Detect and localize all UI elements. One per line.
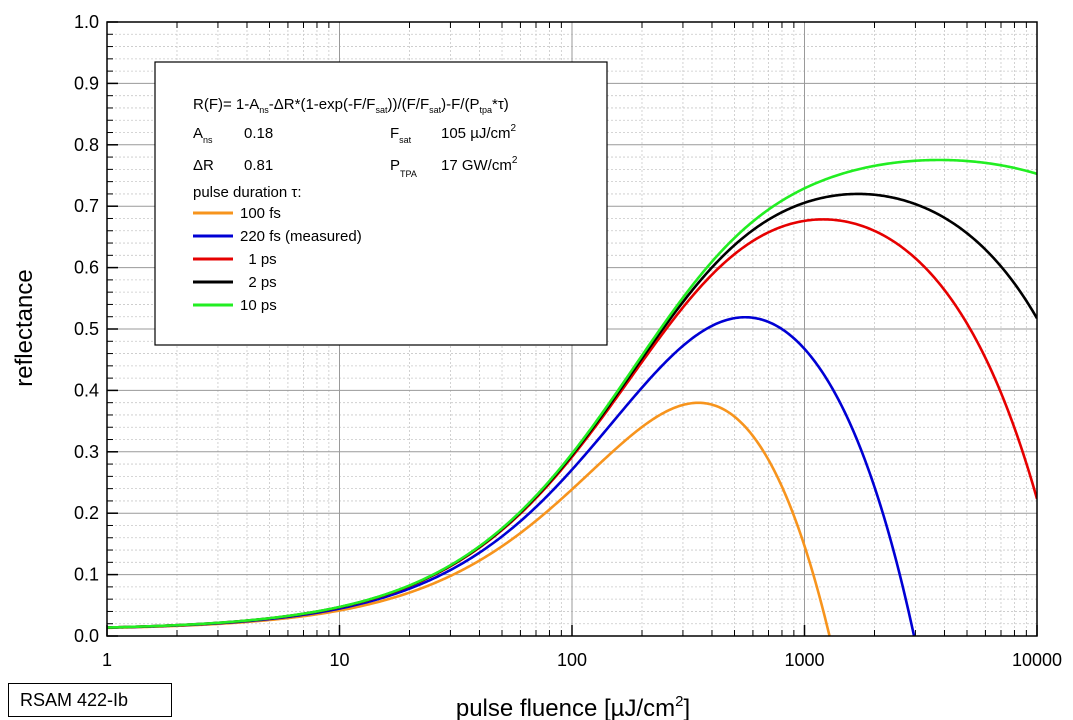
series-curves — [107, 158, 1037, 636]
y-tick-label: 1.0 — [74, 12, 99, 32]
y-tick-label: 0.9 — [74, 73, 99, 93]
param-fsat-value: 105 µJ/cm2 — [441, 123, 517, 142]
y-tick-label: 0.1 — [74, 565, 99, 585]
series-line-0 — [107, 401, 831, 636]
legend-label: 1 ps — [240, 251, 277, 268]
axis-ticks — [106, 21, 1038, 637]
x-tick-label: 10 — [329, 650, 349, 670]
legend-label: 100 fs — [240, 205, 281, 222]
x-tick-label: 1 — [102, 650, 112, 670]
x-axis-label: pulse fluence [µJ/cm2] — [456, 693, 690, 720]
legend-label: 220 fs (measured) — [240, 228, 362, 245]
legend-label: 2 ps — [240, 274, 277, 291]
y-tick-label: 0.2 — [74, 503, 99, 523]
x-tick-label: 10000 — [1012, 650, 1062, 670]
param-ptpa-name: PTPA — [390, 157, 417, 179]
legend-label: 10 ps — [240, 297, 277, 314]
model-formula: R(F)= 1-Ans-ΔR*(1-exp(-F/Fsat))/(F/Fsat)… — [193, 96, 509, 115]
x-tick-label: 1000 — [784, 650, 824, 670]
tick-labels: 1 10 100 1000 10000 0.0 0.1 0.2 0.3 0.4 0.5 0.6 0.7 0… — [74, 12, 1062, 670]
param-deltar-value: 0.81 — [244, 157, 273, 174]
param-fsat-name: Fsat — [390, 125, 412, 145]
y-tick-label: 0.7 — [74, 196, 99, 216]
param-ans-value: 0.18 — [244, 125, 273, 142]
y-tick-label: 0.0 — [74, 626, 99, 646]
legend-box: R(F)= 1-Ans-ΔR*(1-exp(-F/Fsat))/(F/Fsat)… — [154, 61, 608, 346]
y-tick-label: 0.8 — [74, 135, 99, 155]
x-tick-label: 100 — [557, 650, 587, 670]
pulse-duration-heading: pulse duration τ: — [193, 184, 302, 201]
param-ans-name: Ans — [193, 125, 213, 145]
y-tick-label: 0.4 — [74, 380, 99, 400]
y-tick-label: 0.5 — [74, 319, 99, 339]
legend-entries: 100 fs 220 fs (measured) 1 ps 2 ps 10 ps — [193, 205, 362, 314]
param-ptpa-value: 17 GW/cm2 — [441, 155, 518, 174]
y-tick-label: 0.3 — [74, 442, 99, 462]
sample-id-label: RSAM 422-Ib — [8, 683, 172, 717]
series-line-4 — [107, 158, 1037, 629]
param-deltar-name: ΔR — [193, 157, 214, 174]
y-axis-label: reflectance — [11, 269, 38, 386]
y-tick-label: 0.6 — [74, 258, 99, 278]
